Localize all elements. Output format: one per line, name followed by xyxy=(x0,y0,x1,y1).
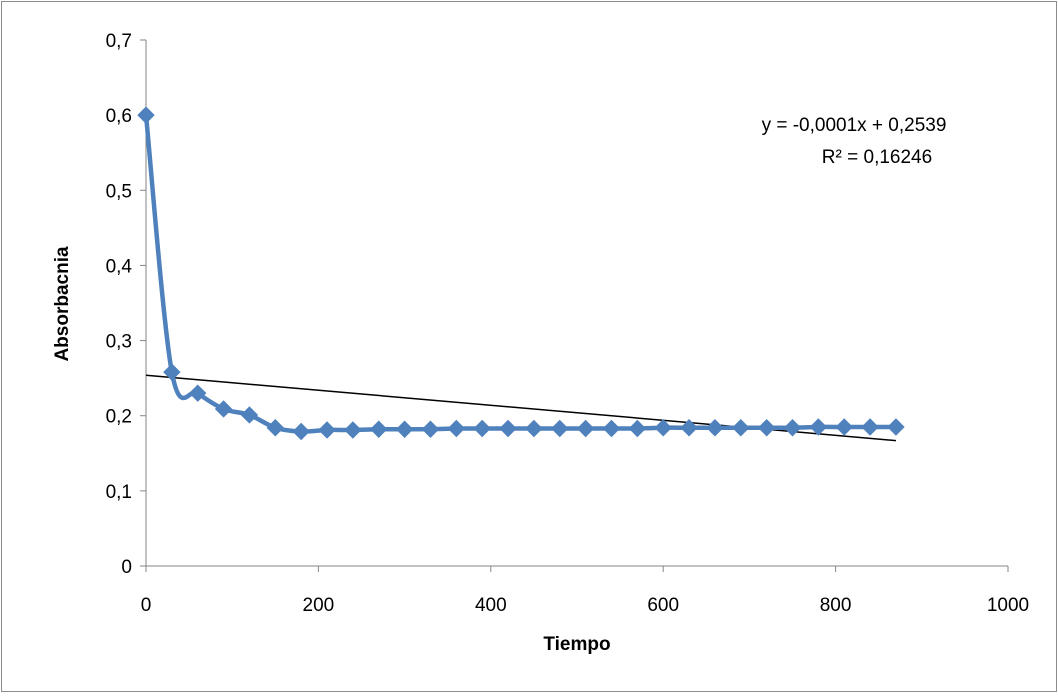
x-tick-label: 600 xyxy=(647,595,679,616)
y-tick-label: 0,2 xyxy=(106,407,132,428)
y-tick-label: 0,3 xyxy=(106,332,132,353)
data-point-marker xyxy=(783,419,802,437)
data-point-marker xyxy=(628,419,647,438)
x-tick-label: 800 xyxy=(820,595,852,616)
data-point-marker xyxy=(809,418,828,436)
data-point-marker xyxy=(680,419,698,437)
data-point-marker xyxy=(137,106,155,124)
data-point-marker xyxy=(214,400,233,418)
data-point-marker xyxy=(757,419,776,437)
y-tick-label: 0,1 xyxy=(106,482,132,503)
x-axis-title: Tiempo xyxy=(543,634,610,655)
data-point-marker xyxy=(240,406,259,424)
y-axis-title: Absorbacnia xyxy=(52,246,73,362)
x-tick-label: 400 xyxy=(475,595,507,616)
x-tick-label: 200 xyxy=(303,595,335,616)
data-point-marker xyxy=(835,418,853,436)
data-point-marker xyxy=(421,420,440,438)
data-point-marker xyxy=(370,420,388,438)
trendline-r-squared: R² = 0,16246 xyxy=(822,147,932,168)
data-point-marker xyxy=(344,421,362,439)
y-tick-label: 0,6 xyxy=(106,106,132,127)
data-point-marker xyxy=(525,419,543,438)
data-point-marker xyxy=(395,420,414,438)
axes: 0 0,1 0,2 0,3 0,4 0,5 0,6 0,7 0 200 400 600 800 1000 xyxy=(106,31,1030,616)
series-layer xyxy=(137,106,905,441)
x-tick-label: 0 xyxy=(141,595,152,616)
data-point-marker xyxy=(447,419,466,438)
data-point-marker xyxy=(576,419,595,438)
data-point-marker xyxy=(861,418,879,436)
data-point-marker xyxy=(732,419,750,437)
data-point-marker xyxy=(551,419,569,438)
trendline-equation: y = -0,0001x + 0,2539 xyxy=(762,115,947,136)
y-tick-label: 0,4 xyxy=(106,256,133,277)
data-point-marker xyxy=(887,418,905,436)
data-point-marker xyxy=(189,384,207,402)
data-point-marker xyxy=(654,419,672,437)
data-point-marker xyxy=(163,363,181,381)
data-point-marker xyxy=(706,419,724,437)
data-point-marker xyxy=(292,422,310,441)
data-point-marker xyxy=(318,421,336,439)
data-point-marker xyxy=(602,419,621,438)
data-point-marker xyxy=(499,419,517,438)
data-point-marker xyxy=(266,419,285,437)
x-tick-label: 1000 xyxy=(987,595,1029,616)
y-tick-label: 0,5 xyxy=(106,181,132,202)
data-point-marker xyxy=(473,419,491,438)
y-tick-label: 0,7 xyxy=(106,31,132,52)
y-tick-label: 0 xyxy=(121,557,132,578)
